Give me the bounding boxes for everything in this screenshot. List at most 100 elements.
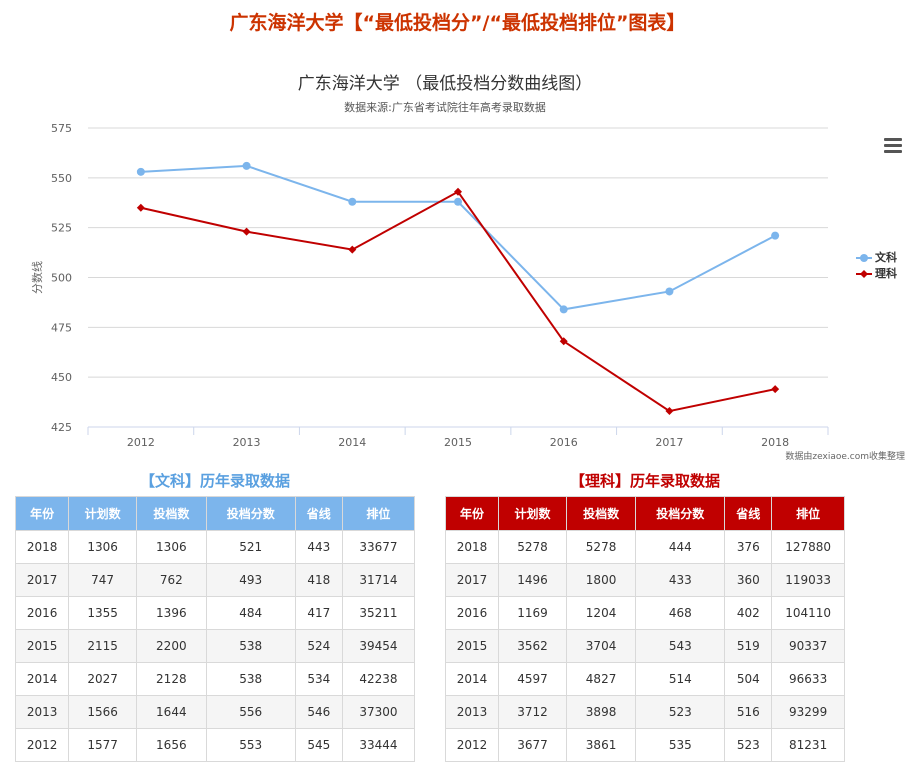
table-row: 2012 3677 3861 535 523 81231 (446, 729, 845, 762)
table-cell: 1800 (566, 564, 636, 597)
legend-item-li[interactable]: 理科 (856, 266, 897, 282)
x-tick-label: 2018 (761, 436, 789, 449)
table-cell: 2015 (16, 630, 69, 663)
table-cell: 1656 (137, 729, 207, 762)
table-cell: 534 (295, 663, 342, 696)
table-header-row: 年份 计划数 投档数 投档分数 省线 排位 (446, 497, 845, 531)
y-tick-label: 425 (51, 421, 72, 434)
table-cell: 443 (295, 531, 342, 564)
data-credit: 数据由zexiaoe.com收集整理 (785, 449, 905, 462)
table-cell: 523 (636, 696, 725, 729)
x-tick-label: 2016 (550, 436, 578, 449)
column-header: 年份 (16, 497, 69, 531)
table-cell: 538 (206, 630, 295, 663)
table-cell: 3898 (566, 696, 636, 729)
table-cell: 484 (206, 597, 295, 630)
y-axis-label: 分数线 (30, 261, 44, 294)
table-cell: 1355 (69, 597, 137, 630)
x-tick-label: 2017 (655, 436, 683, 449)
y-tick-label: 450 (51, 371, 72, 384)
data-point-marker (243, 228, 251, 236)
chart-subtitle: 数据来源:广东省考试院往年高考录取数据 (344, 100, 546, 114)
table-cell: 535 (636, 729, 725, 762)
table-cell: 1566 (69, 696, 137, 729)
table-cell: 543 (636, 630, 725, 663)
data-point-marker (348, 198, 356, 206)
table-cell: 521 (206, 531, 295, 564)
table-cell: 1496 (499, 564, 567, 597)
table-cell: 2200 (137, 630, 207, 663)
chart-title: 广东海洋大学 （最低投档分数曲线图） (298, 74, 592, 94)
table-cell: 468 (636, 597, 725, 630)
chart-legend: 文科 理科 (856, 250, 897, 282)
table-cell: 2128 (137, 663, 207, 696)
table-cell: 2018 (446, 531, 499, 564)
table-row: 2013 1566 1644 556 546 37300 (16, 696, 415, 729)
table-cell: 524 (295, 630, 342, 663)
wen-table-title: 【文科】历年录取数据 (15, 470, 415, 491)
x-tick-label: 2013 (233, 436, 261, 449)
table-row: 2017 1496 1800 433 360 119033 (446, 564, 845, 597)
table-cell: 1396 (137, 597, 207, 630)
table-cell: 546 (295, 696, 342, 729)
series-line-1 (141, 192, 775, 411)
table-cell: 1306 (137, 531, 207, 564)
x-tick-label: 2014 (338, 436, 366, 449)
data-point-marker (454, 198, 462, 206)
table-cell: 31714 (342, 564, 414, 597)
data-point-marker (771, 385, 779, 393)
table-cell: 514 (636, 663, 725, 696)
table-row: 2018 5278 5278 444 376 127880 (446, 531, 845, 564)
table-cell: 556 (206, 696, 295, 729)
table-cell: 5278 (499, 531, 567, 564)
table-cell: 2027 (69, 663, 137, 696)
table-cell: 1644 (137, 696, 207, 729)
table-cell: 523 (725, 729, 772, 762)
table-cell: 2015 (446, 630, 499, 663)
table-cell: 2016 (446, 597, 499, 630)
y-tick-label: 500 (51, 272, 72, 285)
table-row: 2016 1169 1204 468 402 104110 (446, 597, 845, 630)
table-row: 2013 3712 3898 523 516 93299 (446, 696, 845, 729)
legend-marker-circle-icon (856, 253, 872, 263)
table-cell: 3712 (499, 696, 567, 729)
table-cell: 1577 (69, 729, 137, 762)
table-cell: 33677 (342, 531, 414, 564)
hamburger-menu-icon[interactable] (884, 138, 902, 154)
chart-svg: 广东海洋大学 （最低投档分数曲线图） 数据来源:广东省考试院往年高考录取数据 575… (0, 60, 915, 470)
table-cell: 2012 (446, 729, 499, 762)
column-header: 省线 (725, 497, 772, 531)
legend-label-li: 理科 (875, 267, 897, 280)
table-cell: 5278 (566, 531, 636, 564)
table-cell: 39454 (342, 630, 414, 663)
table-cell: 3861 (566, 729, 636, 762)
page-title: 广东海洋大学【“最低投档分”/“最低投档排位”图表】 (0, 8, 915, 35)
table-row: 2012 1577 1656 553 545 33444 (16, 729, 415, 762)
column-header: 投档分数 (206, 497, 295, 531)
table-cell: 493 (206, 564, 295, 597)
table-cell: 433 (636, 564, 725, 597)
data-point-marker (348, 246, 356, 254)
table-cell: 444 (636, 531, 725, 564)
column-header: 计划数 (499, 497, 567, 531)
x-tick-label: 2012 (127, 436, 155, 449)
table-cell: 376 (725, 531, 772, 564)
data-point-marker (137, 168, 145, 176)
table-row: 2014 4597 4827 514 504 96633 (446, 663, 845, 696)
table-cell: 35211 (342, 597, 414, 630)
line-chart: 广东海洋大学 （最低投档分数曲线图） 数据来源:广东省考试院往年高考录取数据 575… (0, 60, 915, 470)
table-cell: 504 (725, 663, 772, 696)
table-cell: 4597 (499, 663, 567, 696)
wen-data-table: 年份 计划数 投档数 投档分数 省线 排位 2018 1306 1306 521 443 33677… (15, 496, 415, 762)
legend-marker-diamond-icon (856, 269, 872, 279)
table-cell: 33444 (342, 729, 414, 762)
table-cell: 93299 (772, 696, 845, 729)
table-cell: 519 (725, 630, 772, 663)
table-cell: 127880 (772, 531, 845, 564)
table-cell: 402 (725, 597, 772, 630)
column-header: 省线 (295, 497, 342, 531)
data-point-marker (137, 204, 145, 212)
legend-item-wen[interactable]: 文科 (856, 250, 897, 266)
table-cell: 2013 (446, 696, 499, 729)
table-cell: 81231 (772, 729, 845, 762)
